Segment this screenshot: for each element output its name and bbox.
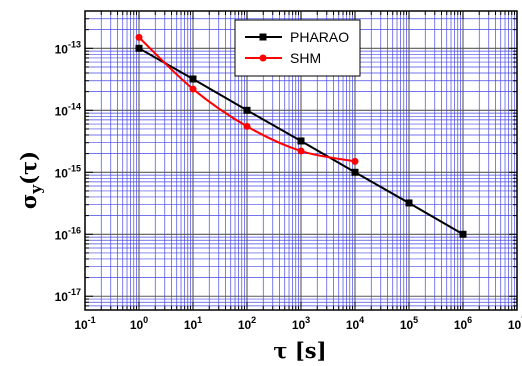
x-axis-label: τ [s]: [273, 338, 326, 363]
y-tick-label-exponent: -17: [68, 287, 81, 297]
data-point-pharao: [351, 168, 359, 176]
data-point-shm: [189, 85, 197, 93]
x-tick-label-base: 10: [508, 318, 522, 332]
axis-ticks: [84, 10, 518, 311]
x-tick-label: 102: [238, 315, 256, 332]
x-tick-label-exponent: 5: [413, 315, 418, 325]
x-tick-label-exponent: 0: [143, 315, 148, 325]
data-point-pharao: [297, 137, 305, 145]
series: [135, 33, 467, 238]
y-tick-label-exponent: -14: [68, 101, 81, 111]
legend-marker-shm: [259, 54, 267, 62]
data-point-pharao: [405, 199, 413, 207]
x-tick-label: 10-1: [74, 315, 95, 332]
y-axis-label-symbol: σ: [16, 194, 41, 209]
x-tick-label-exponent: 1: [197, 315, 202, 325]
y-tick-label-exponent: -15: [68, 163, 81, 173]
x-tick-label-exponent: 3: [305, 315, 310, 325]
x-tick-label-exponent: -1: [88, 315, 96, 325]
y-tick-label-base: 10: [55, 42, 69, 56]
data-point-shm: [243, 122, 251, 130]
y-tick-label-base: 10: [55, 290, 69, 304]
x-tick-label-exponent: 6: [467, 315, 472, 325]
y-tick-label-base: 10: [55, 104, 69, 118]
y-tick-label: 10-17: [55, 287, 81, 304]
data-point-pharao: [189, 75, 197, 83]
x-tick-label-base: 10: [238, 318, 252, 332]
x-tick-label: 106: [454, 315, 472, 332]
legend-marker-pharao: [259, 33, 267, 41]
y-axis-label-subscript: y: [27, 184, 45, 195]
legend-label-pharao: PHARAO: [290, 29, 349, 45]
x-tick-label-base: 10: [74, 318, 88, 332]
data-point-shm: [135, 33, 143, 41]
legend: PHARAO SHM: [234, 19, 361, 77]
x-tick-label-exponent: 2: [251, 315, 256, 325]
x-tick-labels: 10-1100101102103104105106107: [74, 315, 522, 332]
y-axis-label-argument: (τ): [16, 151, 41, 185]
x-tick-label: 104: [346, 315, 364, 332]
data-point-pharao: [459, 230, 467, 238]
x-tick-label: 103: [292, 315, 310, 332]
y-tick-label-exponent: -16: [68, 225, 81, 235]
x-tick-label: 100: [130, 315, 148, 332]
legend-label-shm: SHM: [290, 50, 321, 66]
x-tick-label: 105: [400, 315, 418, 332]
x-tick-label: 107: [508, 315, 522, 332]
data-point-shm: [297, 147, 305, 155]
y-tick-label: 10-13: [55, 39, 81, 56]
x-tick-label-base: 10: [400, 318, 414, 332]
y-axis-label: σy(τ): [16, 151, 45, 209]
data-point-pharao: [243, 106, 251, 114]
y-tick-label: 10-15: [55, 163, 81, 180]
x-tick-label-exponent: 4: [359, 315, 364, 325]
y-tick-label: 10-14: [55, 101, 81, 118]
x-tick-label-base: 10: [184, 318, 198, 332]
x-tick-label-base: 10: [454, 318, 468, 332]
y-tick-label: 10-16: [55, 225, 81, 242]
y-tick-label-base: 10: [55, 166, 69, 180]
data-point-shm: [351, 157, 359, 165]
x-tick-label-base: 10: [130, 318, 144, 332]
x-tick-label-base: 10: [292, 318, 306, 332]
x-tick-label-base: 10: [346, 318, 360, 332]
y-tick-label-exponent: -13: [68, 39, 81, 49]
data-point-pharao: [135, 44, 143, 52]
x-tick-label: 101: [184, 315, 202, 332]
y-tick-label-base: 10: [55, 228, 69, 242]
legend-box: [234, 19, 361, 77]
